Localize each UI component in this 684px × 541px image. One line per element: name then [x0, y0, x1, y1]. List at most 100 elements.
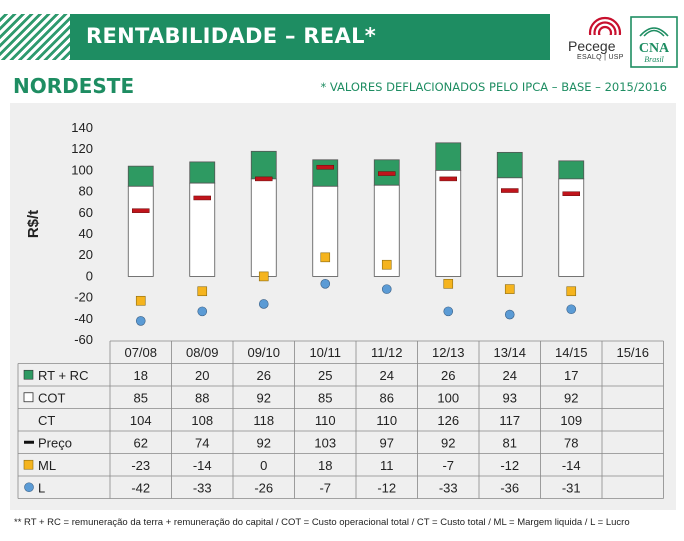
table-cell-ml: 0 — [260, 458, 267, 473]
cna-logo-text: CNA — [639, 41, 670, 56]
legend-marker-rt-rc — [23, 369, 34, 380]
marker-preco — [501, 188, 519, 193]
marker-l — [320, 279, 331, 289]
pecege-logo-icon — [588, 16, 622, 50]
header-stripes — [0, 14, 70, 60]
marker-ml — [504, 284, 515, 294]
table-cell-l: -36 — [500, 480, 519, 495]
table-cell-ct: 118 — [253, 413, 274, 428]
bar-rt-rc — [558, 160, 585, 180]
table-cell-ml: -7 — [442, 458, 454, 473]
chart-area: -60 -40 -20 0 20 40 60 80 100 120 140 R$/t 07/08 08/0… — [17, 120, 664, 499]
table-cell-l: -31 — [562, 480, 581, 495]
x-tick-label: 14/15 — [555, 345, 588, 360]
table-cell-l: -42 — [131, 480, 150, 495]
y-tick-label: 0 — [86, 268, 93, 283]
table-cell-cot: 92 — [564, 390, 578, 405]
table-cell-cot: 85 — [318, 390, 332, 405]
bar-rt-rc — [435, 142, 462, 171]
table-cell-cot: 92 — [257, 390, 271, 405]
pecege-logo-text: Pecege — [568, 38, 616, 54]
chart-title: RENTABILIDADE – REAL* — [86, 24, 377, 48]
x-tick-label: 13/14 — [493, 345, 526, 360]
y-axis-title: R$/t — [25, 210, 42, 238]
legend-marker-ml — [23, 459, 34, 470]
table-cell-l: -7 — [319, 480, 331, 495]
table-cell-preco: 92 — [441, 435, 455, 450]
row-label-rtrc: RT + RC — [38, 368, 88, 383]
table-cell-ct: 110 — [315, 413, 336, 428]
bar-cot — [312, 185, 339, 277]
x-tick-label: 15/16 — [616, 345, 649, 360]
table-cell-ct: 117 — [499, 413, 520, 428]
x-tick-label: 09/10 — [247, 345, 280, 360]
header-band — [70, 14, 550, 60]
y-tick-label: 40 — [79, 226, 93, 241]
marker-preco — [439, 176, 457, 182]
table-cell-ml: 18 — [318, 458, 332, 473]
marker-l — [197, 306, 208, 317]
bar-rt-rc — [127, 165, 154, 187]
y-tick-label: 20 — [79, 247, 93, 262]
bar-rt-rc — [496, 151, 523, 179]
marker-l — [443, 306, 454, 317]
marker-ml — [320, 252, 331, 263]
marker-ml — [381, 259, 392, 270]
table-cell-ml: -23 — [131, 458, 150, 473]
y-tick-label: 80 — [79, 184, 93, 199]
marker-ml — [197, 286, 208, 297]
table-cell-ml: -14 — [193, 458, 212, 473]
marker-preco — [193, 195, 211, 201]
table-cell-cot: 100 — [437, 390, 459, 405]
table-cell-cot: 88 — [195, 390, 209, 405]
row-label-ml: ML — [38, 458, 56, 473]
bar-rt-rc — [189, 161, 216, 184]
row-label-preco: Preço — [38, 435, 72, 450]
marker-l — [135, 316, 146, 326]
legend-marker-l — [24, 482, 34, 493]
marker-preco — [255, 176, 273, 182]
x-tick-label: 08/09 — [186, 345, 219, 360]
x-tick-label: 07/08 — [124, 345, 157, 360]
table-cell-ct: 110 — [376, 413, 397, 428]
marker-ml — [443, 279, 454, 289]
table-cell-rtrc: 26 — [441, 368, 455, 383]
table-cell-rtrc: 25 — [318, 368, 332, 383]
cna-logo-subtext: Brasil — [644, 55, 664, 64]
y-tick-label: 100 — [71, 162, 93, 177]
table-cell-ml: -14 — [562, 458, 581, 473]
bar-cot — [496, 177, 523, 277]
marker-preco — [132, 208, 150, 213]
marker-preco — [562, 191, 580, 196]
deflation-note: * VALORES DEFLACIONADOS PELO IPCA – BASE… — [320, 80, 667, 94]
table-cell-l: -12 — [377, 480, 396, 495]
pecege-logo-subtext: ESALQ | USP — [577, 54, 624, 61]
table-cell-ml: -12 — [500, 458, 519, 473]
table-cell-preco: 78 — [564, 435, 578, 450]
y-tick-label: -20 — [74, 290, 93, 305]
cna-logo-icon: CNA Brasil — [630, 16, 678, 68]
y-tick-label: 60 — [79, 205, 93, 220]
table-cell-ct: 108 — [191, 413, 213, 428]
x-tick-label: 10/11 — [309, 345, 341, 360]
legend-marker-cot — [23, 392, 34, 403]
y-tick-label: 120 — [71, 141, 93, 156]
chart-panel: -60 -40 -20 0 20 40 60 80 100 120 140 R$/t 07/08 08/0… — [10, 103, 676, 510]
marker-ml — [566, 286, 577, 297]
table-cell-preco: 103 — [314, 435, 336, 450]
x-tick-label: 11/12 — [371, 345, 403, 360]
table-cell-l: -33 — [439, 480, 458, 495]
table-cell-ct: 126 — [437, 413, 459, 428]
table-cell-preco: 92 — [257, 435, 271, 450]
marker-ml — [135, 295, 146, 306]
bar-cot — [250, 178, 277, 277]
table-cell-l: -33 — [193, 480, 212, 495]
row-label-ct: CT — [38, 413, 55, 428]
bar-rt-rc — [312, 159, 339, 187]
marker-l — [258, 299, 269, 309]
marker-ml — [258, 271, 269, 282]
footnote: ** RT + RC = remuneração da terra + remu… — [14, 517, 630, 528]
y-tick-label: 140 — [71, 120, 93, 135]
marker-l — [381, 284, 392, 294]
marker-preco — [378, 171, 396, 176]
